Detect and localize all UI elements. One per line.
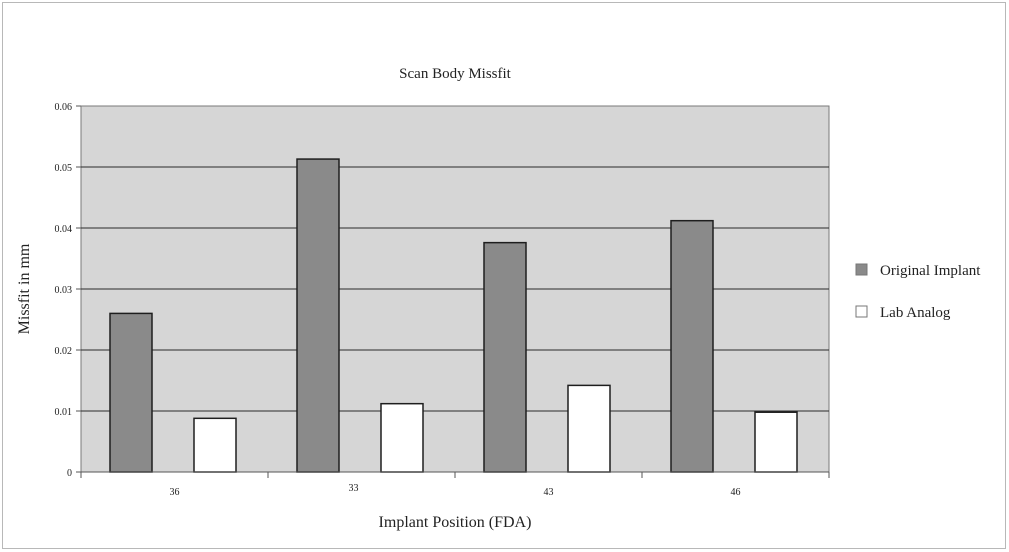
legend-label-lab-analog: Lab Analog: [880, 305, 951, 321]
x-tick-label: 36: [170, 487, 180, 498]
legend-swatch-original-implant: [855, 263, 868, 276]
y-tick-label: 0.02: [55, 346, 73, 357]
bars: [109, 158, 798, 473]
y-tick-label: 0.04: [55, 224, 73, 235]
y-tick-label: 0.01: [55, 407, 73, 418]
chart-title: Scan Body Missfit: [399, 66, 512, 82]
bar-lab-analog-46: [754, 411, 798, 473]
y-tick-label: 0.06: [55, 102, 73, 113]
y-tick-label: 0: [67, 468, 72, 479]
legend-swatch-lab-analog: [855, 305, 868, 318]
bar-original-implant-33: [296, 158, 340, 473]
x-axis-label: Implant Position (FDA): [379, 514, 532, 531]
x-tick-label: 33: [349, 483, 359, 494]
y-axis-label: Missfit in mm: [16, 243, 33, 334]
bar-lab-analog-33: [380, 402, 424, 473]
x-tick-label: 46: [731, 487, 741, 498]
x-axis-ticks: 36 33 43 46: [80, 472, 830, 498]
y-tick-label: 0.05: [55, 163, 73, 174]
y-tick-label: 0.03: [55, 285, 73, 296]
y-axis-ticks: 0 0.01 0.02 0.03 0.04 0.05 0.06: [55, 102, 81, 479]
bar-lab-analog-36: [193, 417, 237, 473]
x-tick-label: 43: [544, 487, 554, 498]
legend-label-original-implant: Original Implant: [880, 263, 981, 279]
bar-original-implant-36: [109, 312, 153, 473]
legend: Original Implant Lab Analog: [855, 263, 981, 321]
bar-lab-analog-43: [567, 384, 611, 473]
bar-original-implant-46: [670, 219, 714, 473]
bar-original-implant-43: [483, 241, 527, 473]
